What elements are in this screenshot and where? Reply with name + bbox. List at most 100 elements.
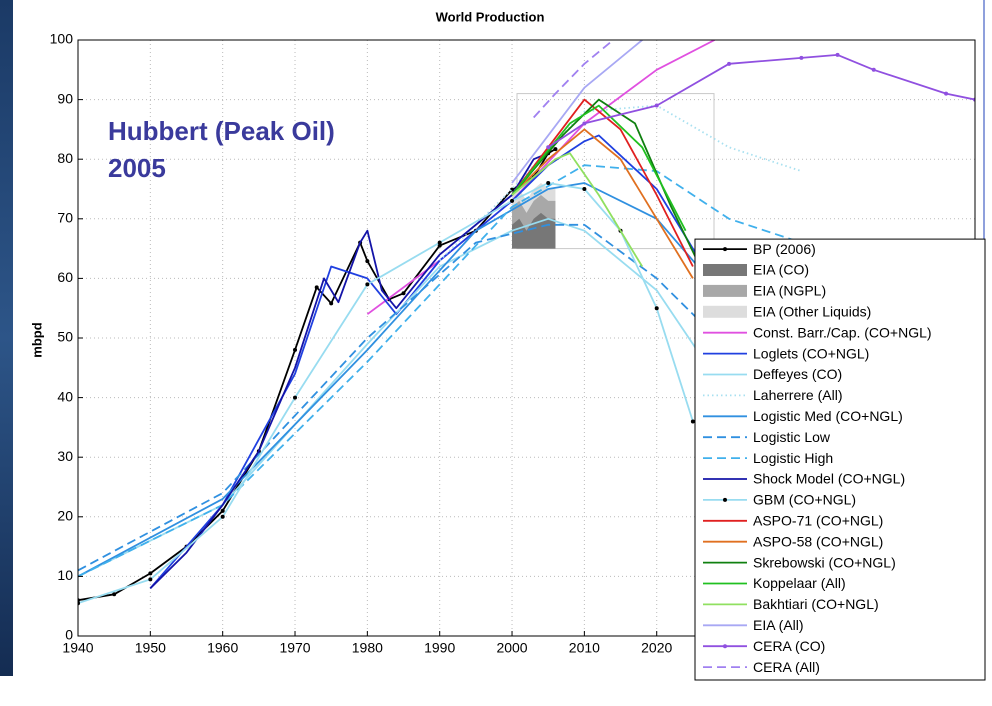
annotation: Hubbert (Peak Oil)	[108, 116, 335, 146]
legend-label: GBM (CO+NGL)	[753, 492, 856, 508]
inset-box	[516, 93, 715, 250]
plot-area	[78, 40, 975, 606]
legend-label: Koppelaar (All)	[753, 575, 846, 591]
point	[546, 181, 551, 186]
series-line	[149, 152, 549, 589]
point	[944, 91, 949, 96]
y-tick-label: 50	[57, 329, 73, 345]
y-tick-label: 80	[57, 150, 73, 166]
series-line	[533, 40, 615, 119]
point	[220, 508, 225, 513]
point	[365, 282, 370, 287]
x-tick-label: 1990	[424, 640, 455, 656]
legend-label: EIA (All)	[753, 617, 804, 633]
point	[690, 419, 695, 424]
series-line	[78, 223, 730, 572]
legend-swatch	[703, 264, 747, 276]
x-tick-label: 2000	[496, 640, 527, 656]
x-tick-label: 1960	[207, 640, 238, 656]
series-line	[511, 98, 701, 267]
series-line	[547, 54, 975, 149]
y-tick-label: 10	[57, 567, 73, 583]
legend-label: Logistic Low	[753, 429, 831, 445]
legend-label: Const. Barr./Cap. (CO+NGL)	[753, 324, 932, 340]
x-tick-label: 2020	[641, 640, 672, 656]
point	[871, 67, 876, 72]
series-line	[511, 98, 694, 267]
background-strip	[0, 0, 13, 676]
point	[510, 198, 515, 203]
y-axis-label: mbpd	[29, 322, 44, 357]
legend-label: EIA (CO)	[753, 262, 809, 278]
y-tick-label: 30	[57, 448, 73, 464]
series-line	[78, 164, 860, 578]
point	[314, 285, 319, 290]
point	[546, 145, 551, 150]
point	[727, 61, 732, 66]
chart-title: World Production	[436, 9, 545, 24]
legend-label: ASPO-71 (CO+NGL)	[753, 513, 883, 529]
y-tick-label: 0	[65, 627, 73, 643]
x-tick-label: 1980	[352, 640, 383, 656]
point	[401, 291, 406, 296]
point	[582, 187, 587, 191]
point	[582, 121, 587, 126]
legend-label: CERA (All)	[753, 659, 820, 675]
point	[112, 592, 117, 597]
annotation: 2005	[108, 153, 166, 183]
legend-swatch	[703, 284, 747, 297]
legend-marker	[723, 247, 727, 252]
legend-marker	[723, 644, 727, 649]
area	[512, 212, 556, 249]
legend-marker	[723, 497, 727, 502]
point	[293, 395, 298, 400]
point	[148, 571, 153, 576]
ticks: 0 10 20 30 40 50 60 70 80 90 100 1940 1950 1960 1970 19…	[50, 31, 673, 656]
point	[835, 52, 840, 57]
legend-swatch	[703, 305, 747, 318]
y-tick-label: 40	[57, 388, 73, 404]
legend-label: Deffeyes (CO)	[753, 366, 842, 382]
series-line	[511, 128, 694, 279]
legend-label: BP (2006)	[753, 241, 816, 257]
series-line	[78, 182, 730, 578]
legend-label: Skrebowski (CO+NGL)	[753, 554, 896, 570]
legend-label: Shock Model (CO+NGL)	[753, 471, 905, 487]
y-tick-label: 20	[57, 508, 73, 524]
point	[553, 147, 558, 152]
series-line	[511, 40, 644, 184]
series-line	[78, 217, 730, 578]
legend: BP (2006) EIA (CO) EIA (NGPL) EIA (Other Li…	[694, 238, 986, 681]
point	[654, 306, 659, 311]
legend-label: Logistic Med (CO+NGL)	[753, 408, 903, 424]
point	[799, 55, 804, 60]
point	[148, 577, 153, 582]
series-line	[511, 104, 687, 232]
series-line	[511, 152, 643, 267]
y-tick-label: 90	[57, 90, 73, 106]
point	[437, 243, 442, 248]
point	[220, 514, 225, 519]
point	[365, 259, 370, 264]
legend-label: CERA (CO)	[753, 638, 825, 654]
x-tick-label: 2010	[569, 640, 600, 656]
legend-label: Logistic High	[753, 450, 833, 466]
x-tick-label: 1950	[135, 640, 166, 656]
point	[654, 103, 659, 108]
series-line	[439, 104, 802, 262]
series-line	[78, 182, 694, 605]
point	[293, 347, 298, 352]
point	[329, 301, 334, 306]
legend-label: ASPO-58 (CO+NGL)	[753, 533, 883, 549]
legend-label: Loglets (CO+NGL)	[753, 345, 869, 361]
point	[437, 240, 442, 245]
y-tick-label: 60	[57, 269, 73, 285]
y-tick-label: 100	[50, 31, 74, 47]
x-tick-label: 1940	[62, 640, 93, 656]
x-tick-label: 1970	[279, 640, 310, 656]
legend-label: Laherrere (All)	[753, 387, 842, 403]
legend-label: EIA (NGPL)	[753, 283, 826, 299]
y-tick-label: 70	[57, 210, 73, 226]
